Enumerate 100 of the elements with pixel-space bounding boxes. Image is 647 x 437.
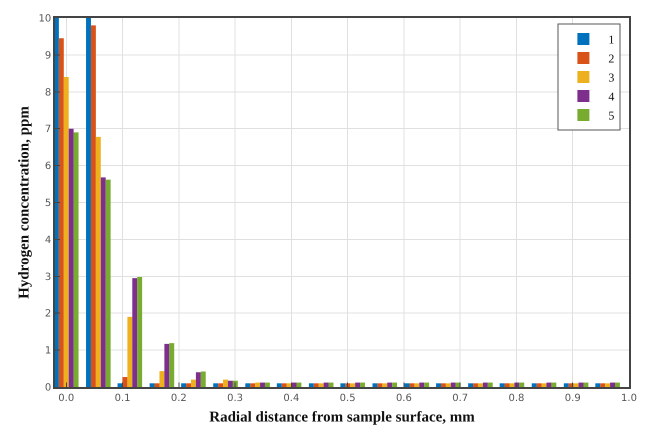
bar [308, 383, 314, 387]
bar [387, 382, 392, 387]
bar [551, 382, 556, 387]
bar [137, 277, 142, 387]
x-tick-label: 0.0 [58, 392, 74, 404]
bar [542, 383, 546, 387]
bar [605, 383, 610, 387]
bar [86, 18, 91, 387]
y-tick-label: 6 [44, 161, 52, 172]
x-tick-label: 0.4 [283, 392, 300, 404]
x-tick-label: 0.6 [396, 392, 412, 404]
x-tick-label: 0.7 [452, 392, 468, 404]
bar [583, 382, 588, 387]
bar [154, 383, 160, 387]
bar [478, 383, 483, 387]
bar [282, 383, 287, 387]
bar [536, 383, 542, 387]
legend-label: 5 [608, 108, 614, 123]
bar [68, 128, 74, 387]
legend-label: 2 [608, 52, 614, 66]
bar [150, 383, 155, 387]
x-tick-label: 0.8 [508, 392, 524, 404]
bar [218, 383, 224, 387]
legend-label: 4 [608, 90, 614, 104]
bar [186, 383, 191, 387]
bar [414, 383, 420, 387]
bar [127, 316, 132, 387]
bar [196, 372, 201, 387]
bar [436, 383, 441, 387]
bar [468, 383, 474, 387]
x-tick-label: 0.9 [564, 392, 581, 404]
bar [213, 383, 218, 387]
bar [106, 180, 111, 387]
bar [377, 383, 382, 387]
x-tick-label: 0.5 [340, 392, 356, 404]
bar [90, 25, 96, 387]
bar [169, 343, 174, 387]
bar [450, 382, 456, 387]
bar [372, 383, 378, 387]
bar [482, 382, 488, 387]
bar [446, 383, 451, 387]
bar [228, 380, 233, 387]
y-tick-label: 7 [44, 124, 52, 136]
bar [532, 383, 537, 387]
x-tick-label: 0.1 [114, 392, 130, 404]
bar [100, 177, 106, 387]
bar [181, 383, 186, 387]
bar [164, 344, 170, 387]
bar [324, 382, 329, 387]
x-tick-label: 0.3 [227, 392, 244, 404]
y-tick-label: 2 [44, 308, 52, 320]
bar [64, 77, 69, 387]
bar [404, 383, 410, 387]
bar [504, 383, 510, 387]
y-tick-label: 0 [44, 382, 52, 394]
bar [355, 382, 360, 387]
x-tick-label: 0.2 [170, 392, 187, 404]
bar [360, 382, 365, 387]
bar [96, 136, 101, 387]
bar [200, 372, 206, 387]
bar [292, 382, 296, 387]
bar [409, 383, 414, 387]
y-tick-label: 8 [44, 87, 52, 98]
legend-label: 3 [608, 70, 614, 85]
bar [546, 382, 552, 387]
bar [519, 382, 524, 387]
bar [74, 132, 79, 387]
bar [350, 383, 356, 387]
bar [614, 382, 620, 387]
bar [440, 383, 446, 387]
y-tick-label: 10 [38, 14, 52, 24]
bar [58, 38, 64, 387]
bar [190, 380, 196, 387]
bar [610, 382, 615, 387]
bar [340, 383, 346, 387]
x-axis-title: Radial distance from sample surface, mm [209, 409, 476, 426]
y-tick-label: 3 [44, 272, 52, 283]
y-tick-label: 1 [44, 346, 52, 357]
bar [318, 383, 324, 387]
legend-label: 1 [608, 32, 614, 47]
bar [132, 278, 138, 387]
bar [473, 383, 478, 387]
y-tick-label: 9 [44, 50, 52, 62]
bar [250, 383, 256, 387]
bar [122, 377, 128, 387]
bar [159, 371, 164, 387]
y-axis-title: Hydrogen concentration, ppm [16, 106, 32, 299]
bar [392, 382, 398, 387]
bar [488, 382, 493, 387]
bar [419, 382, 424, 387]
bar [55, 18, 59, 387]
bar [255, 382, 260, 387]
bar [574, 383, 579, 387]
bar [578, 382, 584, 387]
bar [260, 382, 265, 387]
y-tick-label: 5 [44, 198, 52, 209]
bar [264, 382, 270, 387]
bar [223, 380, 228, 387]
bar [509, 383, 514, 387]
bar [500, 383, 505, 387]
